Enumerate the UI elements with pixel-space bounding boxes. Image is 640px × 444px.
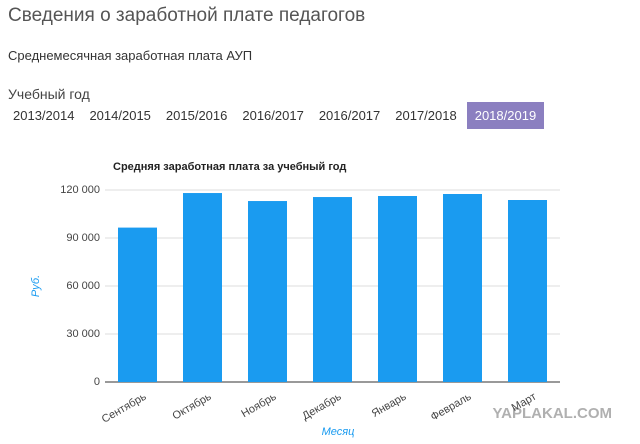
y-tick-label: 30 000 xyxy=(66,328,100,340)
y-tick-label: 0 xyxy=(94,376,100,388)
chart-title: Средняя заработная плата за учебный год xyxy=(113,161,346,173)
y-tick-label: 90 000 xyxy=(66,232,100,244)
x-tick-label: Январь xyxy=(370,391,409,420)
x-tick-label: Ноябрь xyxy=(239,391,278,421)
year-tab[interactable]: 2015/2016 xyxy=(165,108,228,123)
bar xyxy=(248,201,287,382)
bar xyxy=(313,197,352,382)
year-tab[interactable]: 2013/2014 xyxy=(13,108,75,123)
bar xyxy=(183,193,222,382)
bar xyxy=(118,227,157,382)
x-tick-label: Октябрь xyxy=(171,391,214,423)
year-tab[interactable]: 2016/2017 xyxy=(318,108,381,123)
y-axis-label: Руб. xyxy=(30,275,42,297)
tabs: 2013/2014 2014/2015 2015/2016 2016/2017 2016… xyxy=(8,102,545,129)
x-tick-label: Декабрь xyxy=(300,391,343,423)
watermark: YAPLAKAL.COM xyxy=(493,405,612,422)
year-tab[interactable]: 2017/2018 xyxy=(395,108,457,123)
y-tick-label: 120 000 xyxy=(60,184,100,196)
y-tick-label: 60 000 xyxy=(66,280,100,292)
year-tab[interactable]: 2018/2019 xyxy=(466,102,545,129)
bar xyxy=(378,196,417,382)
x-axis-label: Месяц xyxy=(322,426,355,438)
year-label: Учебный год xyxy=(8,86,90,102)
subtitle: Среднемесячная заработная плата АУП xyxy=(8,48,253,63)
x-tick-label: Февраль xyxy=(429,391,474,424)
year-tab[interactable]: 2014/2015 xyxy=(89,108,151,123)
year-tab[interactable]: 2016/2017 xyxy=(242,108,304,123)
page-title: Сведения о заработной плате педагогов xyxy=(8,5,366,26)
bar xyxy=(443,194,482,382)
bar xyxy=(508,200,547,382)
x-tick-label: Сентябрь xyxy=(100,391,149,426)
